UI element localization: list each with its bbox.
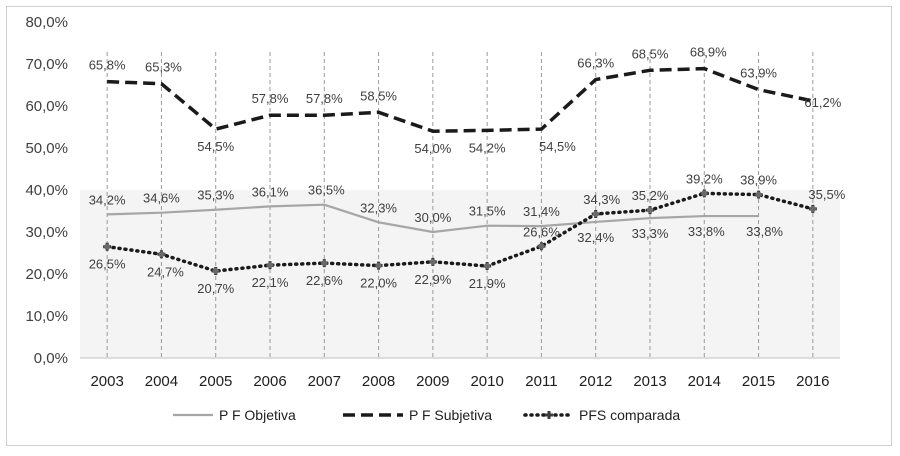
x-tick-label: 2008 — [362, 373, 395, 390]
y-tick-label: 60,0% — [25, 98, 68, 115]
data-point-marker-center — [592, 210, 599, 217]
legend-marker — [545, 411, 553, 419]
data-point-marker-center — [321, 260, 328, 267]
x-tick-label: 2005 — [199, 373, 232, 390]
series-line-2 — [105, 191, 815, 273]
series-line-1 — [107, 66, 814, 133]
data-label: 34,3% — [583, 192, 620, 207]
data-label: 38,9% — [740, 173, 777, 188]
y-tick-label: 30,0% — [25, 224, 68, 241]
x-tick-label: 2015 — [742, 373, 775, 390]
data-label: 31,4% — [523, 204, 560, 219]
data-label: 57,8% — [252, 91, 289, 106]
data-label: 54,5% — [197, 139, 234, 154]
data-point-marker-center — [212, 268, 219, 275]
x-tick-label: 2011 — [525, 373, 557, 390]
y-tick-label: 80,0% — [25, 14, 68, 31]
data-point-marker-center — [701, 190, 708, 197]
data-point-marker-center — [538, 243, 545, 250]
data-label: 22,0% — [360, 276, 397, 291]
data-label: 26,5% — [89, 257, 126, 272]
data-label: 35,2% — [632, 188, 669, 203]
data-label: 33,3% — [632, 226, 669, 241]
data-label: 33,8% — [688, 224, 725, 239]
data-label: 35,3% — [197, 188, 234, 203]
data-label: 21,9% — [469, 276, 506, 291]
data-label: 32,3% — [360, 200, 397, 215]
data-label: 68,9% — [690, 45, 727, 60]
data-label: 20,7% — [197, 281, 234, 296]
data-label: 63,9% — [740, 66, 777, 81]
x-tick-label: 2010 — [470, 373, 503, 390]
data-label: 54,0% — [414, 141, 451, 156]
series-line-0 — [107, 203, 759, 234]
legend-label: P F Objetiva — [219, 407, 296, 423]
x-tick-label: 2007 — [308, 373, 341, 390]
data-label: 39,2% — [686, 171, 723, 186]
data-label: 36,1% — [252, 184, 289, 199]
data-label: 34,6% — [143, 191, 180, 206]
data-label: 65,3% — [145, 60, 182, 75]
data-label: 35,5% — [808, 187, 845, 202]
data-label: 22,6% — [306, 273, 343, 288]
data-label: 24,7% — [147, 264, 184, 279]
data-point-marker-center — [809, 205, 816, 212]
x-tick-label: 2014 — [688, 373, 721, 390]
x-tick-label: 2006 — [253, 373, 286, 390]
data-label: 54,2% — [469, 140, 506, 155]
plot-shading — [80, 190, 840, 358]
y-tick-label: 0,0% — [34, 350, 68, 367]
data-label: 54,5% — [539, 139, 576, 154]
x-tick-label: 2013 — [633, 373, 666, 390]
data-label: 61,2% — [804, 95, 841, 110]
data-label: 57,8% — [306, 91, 343, 106]
x-tick-label: 2012 — [579, 373, 612, 390]
data-point-marker-center — [429, 258, 436, 265]
legend-label: P F Subjetiva — [409, 407, 492, 423]
data-point-marker-center — [755, 191, 762, 198]
data-label: 36,5% — [308, 183, 345, 198]
y-tick-label: 40,0% — [25, 182, 68, 199]
y-tick-label: 70,0% — [25, 56, 68, 73]
y-tick-label: 10,0% — [25, 308, 68, 325]
data-point-marker-center — [375, 262, 382, 269]
x-tick-label: 2003 — [90, 373, 123, 390]
x-tick-label: 2009 — [416, 373, 449, 390]
data-label: 65,8% — [89, 58, 126, 73]
data-label: 34,2% — [89, 192, 126, 207]
data-point-marker-center — [647, 207, 653, 214]
x-tick-label: 2016 — [796, 373, 829, 390]
data-label: 66,3% — [577, 56, 614, 71]
data-label: 58,5% — [360, 88, 397, 103]
x-tick-label: 2004 — [145, 373, 178, 390]
data-label: 32,4% — [577, 230, 614, 245]
data-point-marker-center — [484, 263, 491, 270]
data-label: 26,6% — [523, 224, 560, 239]
y-tick-label: 50,0% — [25, 140, 68, 157]
legend-label: PFS comparada — [579, 407, 680, 423]
data-point-marker-center — [104, 243, 111, 250]
legend: P F Objetiva P F Subjetiva PFS comparada — [173, 407, 680, 423]
data-label: 22,1% — [252, 275, 289, 290]
data-label: 33,8% — [746, 224, 783, 239]
data-label: 22,9% — [414, 272, 451, 287]
data-label: 31,5% — [469, 204, 506, 219]
y-tick-label: 20,0% — [25, 266, 68, 283]
data-point-marker-center — [267, 262, 273, 269]
data-point-marker-center — [158, 251, 165, 258]
data-label: 68,5% — [632, 46, 669, 61]
data-label: 30,0% — [414, 210, 451, 225]
